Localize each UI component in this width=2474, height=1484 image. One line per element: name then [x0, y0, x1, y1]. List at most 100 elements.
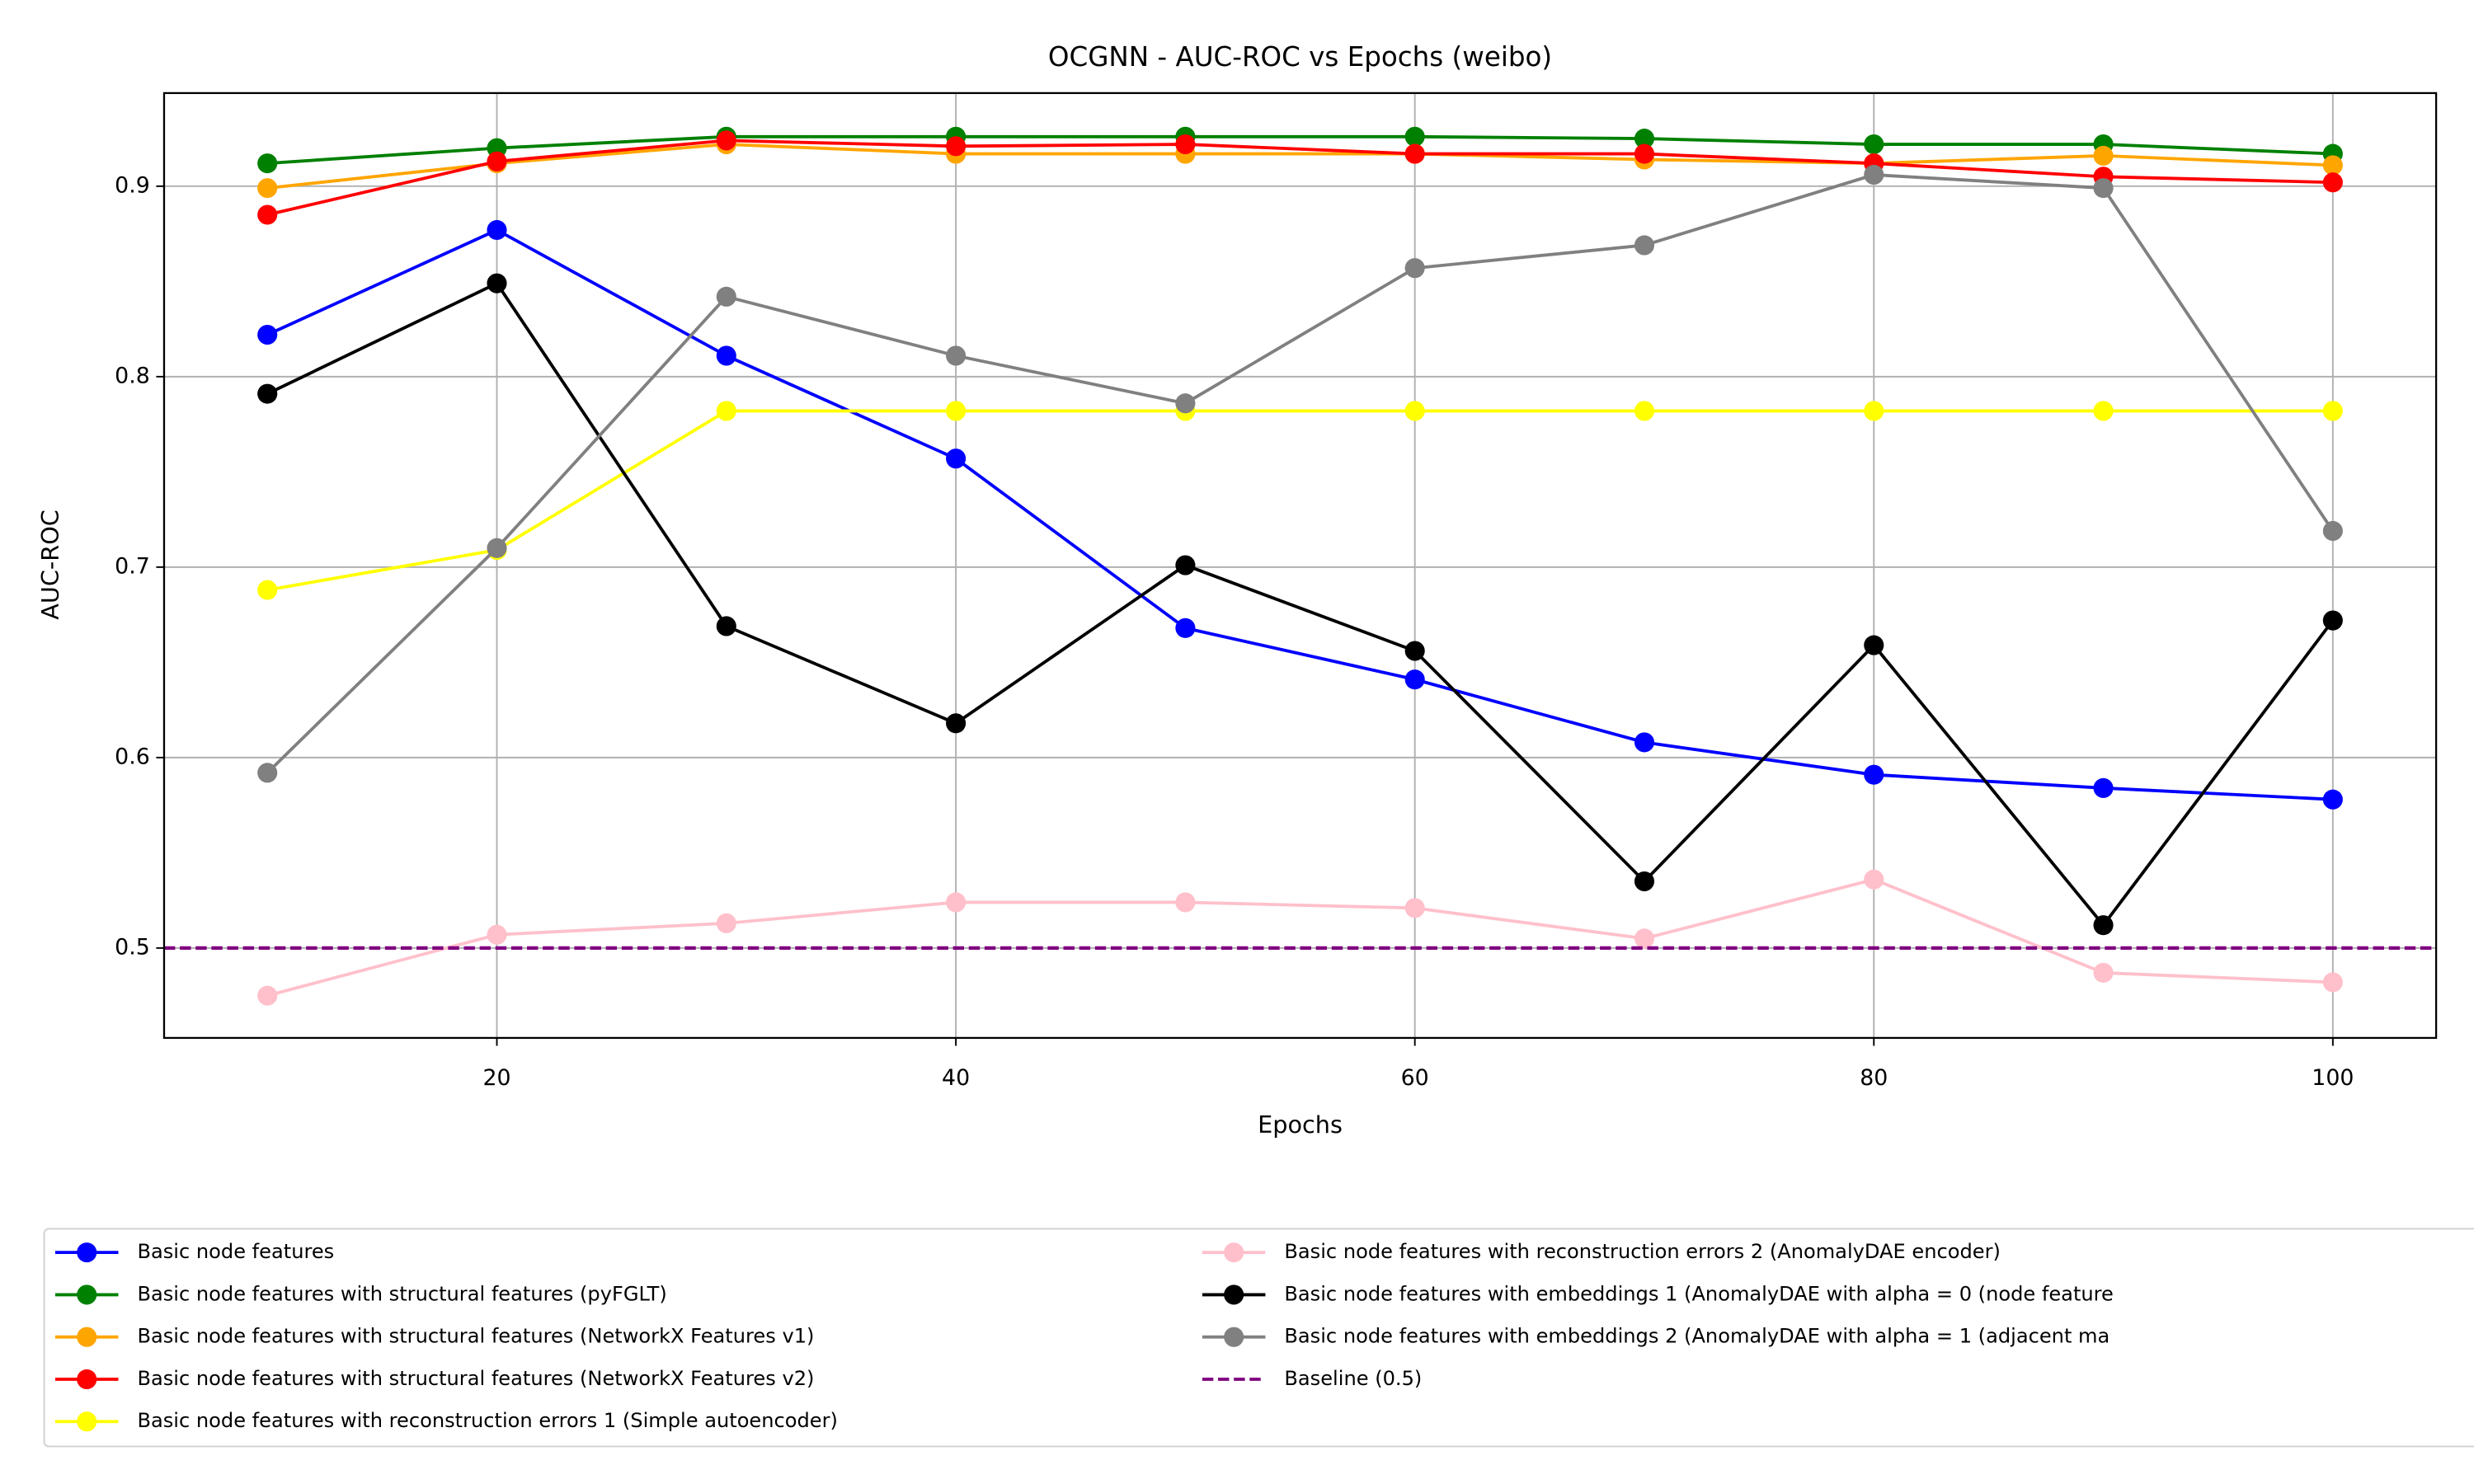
data-point	[487, 151, 507, 171]
data-point	[946, 136, 967, 157]
data-point	[1404, 258, 1425, 279]
data-point	[2093, 178, 2114, 199]
data-point	[257, 580, 278, 600]
data-point	[487, 219, 507, 241]
legend-marker	[77, 1327, 97, 1347]
data-point	[257, 324, 278, 345]
data-point	[1404, 669, 1425, 690]
series-line	[266, 281, 2335, 928]
legend-marker	[1224, 1284, 1244, 1305]
series-line	[266, 173, 2335, 774]
data-point	[1175, 134, 1196, 155]
legend-label: Basic node features with reconstruction …	[137, 1409, 837, 1432]
y-tick-label: 0.9	[115, 172, 150, 198]
x-tick-label: 60	[1401, 1065, 1429, 1091]
plot-frame	[162, 92, 2438, 1040]
data-point	[257, 204, 278, 225]
data-point	[257, 383, 278, 404]
data-point	[1634, 129, 1655, 149]
x-tick-label: 20	[482, 1065, 510, 1091]
y-tick-label: 0.6	[115, 744, 150, 769]
data-point	[2322, 172, 2343, 193]
data-point	[1175, 618, 1196, 638]
legend-label: Basic node features	[137, 1240, 334, 1263]
legend-label: Basic node features with embeddings 2 (A…	[1284, 1325, 2109, 1348]
data-point	[257, 178, 278, 199]
x-tick-label: 100	[2312, 1065, 2354, 1091]
data-point	[946, 892, 967, 913]
legend-label: Baseline (0.5)	[1284, 1367, 1422, 1390]
series-line	[266, 228, 2333, 801]
data-point	[1634, 928, 1655, 949]
y-tick-label: 0.5	[115, 934, 150, 960]
legend-marker	[77, 1369, 97, 1390]
data-point	[2093, 962, 2114, 983]
series-line	[267, 134, 2333, 166]
data-point	[1404, 898, 1425, 918]
data-point	[2093, 777, 2114, 798]
data-point	[487, 273, 507, 294]
data-point	[946, 345, 967, 366]
data-point	[716, 401, 736, 421]
data-point	[716, 913, 736, 933]
data-point	[1864, 134, 1884, 155]
data-point	[2322, 972, 2343, 993]
legend-label: Basic node features with reconstruction …	[1284, 1240, 2001, 1263]
data-point	[1864, 869, 1884, 890]
legend-marker	[1224, 1242, 1244, 1263]
data-point	[2093, 145, 2114, 166]
legend-label: Basic node features with embeddings 1 (A…	[1284, 1282, 2113, 1305]
x-tick-label: 40	[942, 1065, 970, 1091]
x-tick-label: 80	[1860, 1065, 1888, 1091]
data-point	[1404, 126, 1425, 147]
legend-label: Basic node features with structural feat…	[137, 1282, 666, 1305]
legend-marker	[1224, 1327, 1244, 1347]
series-line	[266, 877, 2333, 998]
legend-label: Basic node features with structural feat…	[137, 1367, 814, 1390]
y-tick-label: 0.8	[115, 363, 150, 388]
legend-marker	[77, 1284, 97, 1305]
data-point	[1175, 892, 1196, 913]
data-point	[1864, 635, 1884, 655]
data-point	[1634, 235, 1655, 256]
legend-marker	[77, 1242, 97, 1263]
data-point	[2093, 401, 2114, 421]
data-point	[1404, 143, 1425, 164]
data-point	[1175, 555, 1196, 575]
data-point	[2322, 401, 2343, 421]
data-point	[716, 616, 736, 636]
data-point	[1864, 164, 1884, 186]
data-point	[946, 401, 967, 421]
y-tick-label: 0.7	[115, 553, 150, 579]
data-point	[2322, 520, 2343, 542]
data-point	[257, 985, 278, 1006]
legend-label: Basic node features with structural feat…	[137, 1325, 814, 1348]
data-point	[2322, 155, 2343, 176]
data-point	[716, 345, 736, 366]
data-point	[946, 448, 967, 469]
y-axis-label: AUC-ROC	[36, 510, 64, 620]
data-point	[1175, 393, 1196, 414]
x-axis-label: Epochs	[1258, 1111, 1343, 1139]
data-point	[2093, 915, 2114, 936]
data-point	[1404, 401, 1425, 421]
data-point	[946, 713, 967, 734]
chart-title: OCGNN - AUC-ROC vs Epochs (weibo)	[1048, 41, 1552, 73]
data-point	[2322, 789, 2343, 810]
data-point	[487, 924, 507, 945]
data-point	[257, 153, 278, 174]
data-point	[1404, 641, 1425, 661]
legend-marker	[77, 1411, 97, 1432]
data-point	[716, 130, 736, 151]
data-point	[2322, 610, 2343, 631]
data-point	[1634, 143, 1655, 164]
data-point	[487, 538, 507, 558]
data-point	[257, 763, 278, 783]
series-line	[267, 143, 2333, 190]
series-line	[266, 139, 2333, 217]
data-point	[1634, 871, 1655, 892]
data-point	[1864, 401, 1884, 421]
data-point	[1864, 764, 1884, 785]
